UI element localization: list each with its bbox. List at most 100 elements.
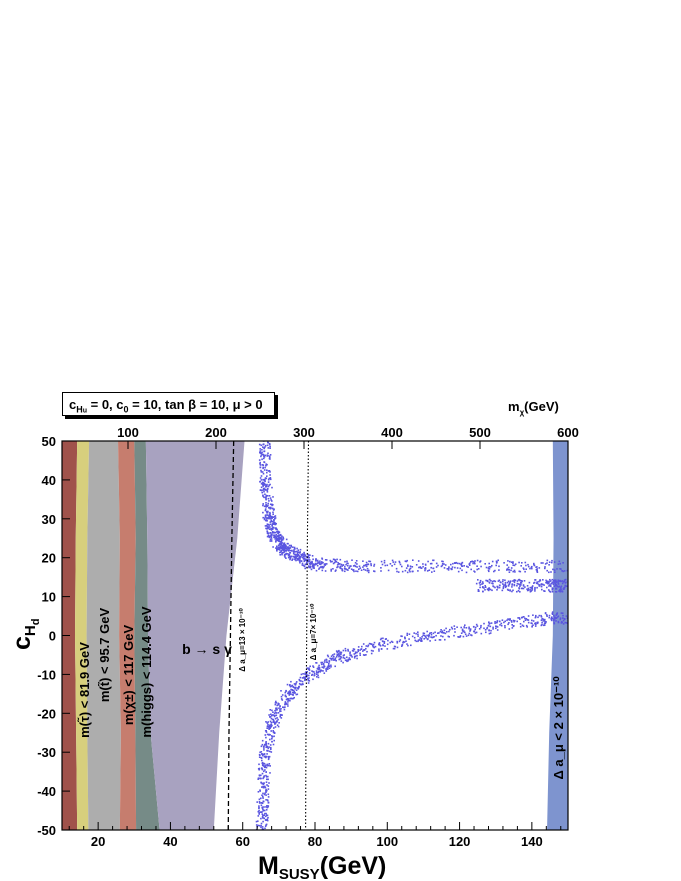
scan-point [417, 570, 419, 572]
region-stop [86, 441, 121, 830]
scan-point [555, 614, 557, 616]
scan-point [312, 666, 315, 668]
scan-point [403, 641, 406, 643]
scan-point [504, 581, 507, 584]
scan-point [265, 486, 267, 488]
scan-point [295, 681, 298, 683]
scan-point [457, 636, 459, 638]
scan-point [309, 665, 311, 668]
scan-point [450, 568, 453, 571]
scan-point [530, 590, 533, 592]
scan-point [265, 756, 267, 759]
scan-point [272, 513, 274, 515]
scan-point [331, 560, 333, 563]
scan-point [417, 633, 419, 636]
scan-point [285, 545, 287, 547]
scan-point [263, 479, 266, 481]
scan-point [450, 626, 453, 629]
scan-point [268, 763, 271, 765]
scan-point [349, 658, 351, 661]
scan-point [289, 557, 292, 559]
scan-point [522, 625, 525, 627]
scan-point [558, 560, 561, 563]
scan-point [310, 562, 313, 565]
scan-point [320, 566, 322, 568]
scan-point [284, 556, 286, 558]
scan-point [451, 566, 454, 568]
x-axis-title: MSUSY(GeV) [258, 852, 386, 881]
scan-point [273, 519, 275, 521]
scan-point [269, 744, 272, 746]
scan-point [273, 714, 276, 717]
scan-point [430, 636, 432, 638]
scan-point [264, 509, 267, 512]
scan-point [507, 589, 510, 591]
scan-point [415, 640, 418, 643]
scan-point [269, 772, 271, 774]
scan-point [551, 589, 554, 591]
scan-point [258, 774, 261, 777]
scan-point [489, 566, 492, 568]
scan-point [570, 586, 572, 588]
scan-point [258, 443, 261, 446]
scan-point [277, 538, 280, 541]
x-tick-label: 140 [521, 834, 543, 849]
scan-point [280, 550, 282, 552]
scan-point [309, 554, 311, 556]
scan-point [262, 483, 265, 486]
scan-point [544, 563, 547, 565]
scan-point [282, 706, 284, 708]
scan-point [501, 619, 504, 621]
scan-point [312, 678, 314, 681]
y-tick-label: -20 [37, 706, 56, 721]
scan-point [531, 626, 533, 628]
scan-point [489, 625, 492, 628]
scan-point [293, 686, 296, 689]
scan-point [398, 640, 401, 643]
scan-point [274, 709, 276, 712]
scan-point [260, 452, 263, 455]
scan-point [261, 826, 264, 828]
scan-point [347, 569, 349, 571]
scan-point [513, 620, 515, 623]
scan-point [327, 664, 330, 667]
scan-point [264, 515, 267, 517]
scan-point [272, 721, 274, 723]
scan-point [261, 753, 263, 755]
scan-point [491, 582, 493, 585]
scan-point [338, 654, 341, 657]
scan-point [543, 590, 545, 592]
scan-point [269, 526, 271, 528]
scan-point [496, 589, 498, 591]
scan-point [271, 724, 273, 727]
scan-point [262, 792, 264, 795]
scan-point [495, 562, 498, 564]
scan-point [544, 622, 547, 624]
scan-point [546, 559, 549, 562]
scan-point [263, 457, 265, 460]
scan-point [463, 630, 465, 632]
scan-point [295, 550, 298, 553]
scan-point [365, 645, 368, 647]
scan-point [474, 562, 476, 565]
scan-point [562, 617, 564, 619]
scan-point [291, 689, 294, 692]
scan-point [555, 583, 557, 586]
scan-point [368, 642, 371, 645]
scan-point [359, 652, 361, 655]
scan-point [391, 565, 393, 567]
scan-point [569, 586, 571, 588]
scan-point [274, 722, 276, 725]
scan-point [267, 535, 270, 537]
scan-point [289, 547, 292, 549]
scan-point [272, 496, 274, 498]
scan-point [546, 582, 548, 584]
scan-point [280, 540, 283, 543]
scan-point [405, 567, 408, 569]
scan-point [550, 571, 552, 573]
scan-point [555, 579, 557, 582]
scan-point [270, 715, 273, 717]
scan-point [290, 680, 292, 683]
scan-point [484, 589, 486, 591]
scan-point [503, 621, 505, 624]
